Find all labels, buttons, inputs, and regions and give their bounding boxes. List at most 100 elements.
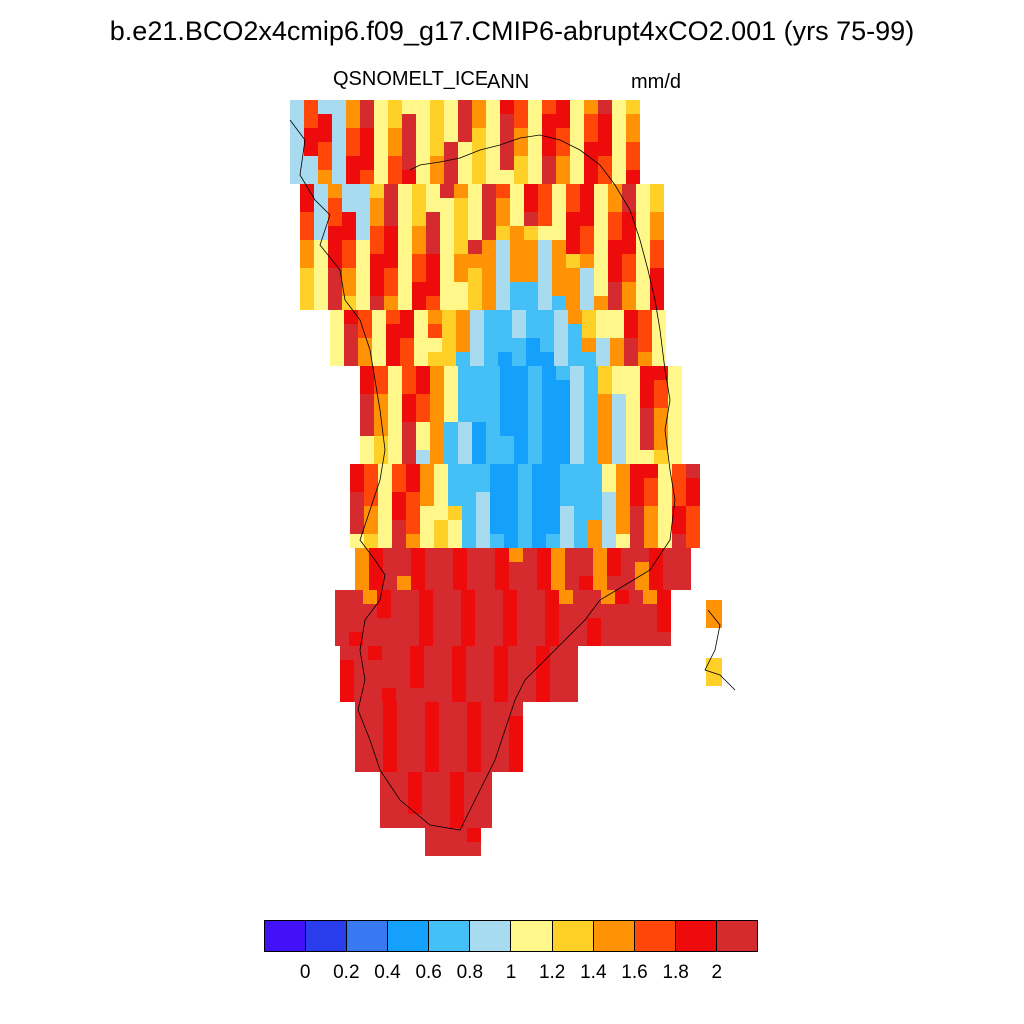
map-cell <box>598 114 612 128</box>
map-cell <box>369 576 383 590</box>
map-cell <box>654 436 668 450</box>
map-cell <box>420 464 434 478</box>
map-cell <box>587 590 601 604</box>
map-cell <box>568 324 582 338</box>
map-cell <box>626 128 640 142</box>
map-cell <box>290 100 304 114</box>
map-cell <box>626 114 640 128</box>
map-cell <box>370 184 384 198</box>
map-cell <box>510 198 524 212</box>
map-cell <box>378 520 392 534</box>
map-cell <box>335 618 349 632</box>
map-cell <box>594 240 608 254</box>
map-cell <box>596 338 610 352</box>
map-cell <box>588 506 602 520</box>
map-cell <box>476 506 490 520</box>
map-cell <box>654 450 668 464</box>
map-cell <box>518 464 532 478</box>
map-cell <box>405 618 419 632</box>
map-cell <box>405 604 419 618</box>
map-cell <box>668 436 682 450</box>
map-cell <box>580 268 594 282</box>
map-cell <box>528 436 542 450</box>
map-cell <box>559 590 573 604</box>
map-cell <box>370 212 384 226</box>
map-cell <box>358 338 372 352</box>
map-cell <box>420 492 434 506</box>
map-cell <box>518 520 532 534</box>
map-cell <box>514 450 528 464</box>
map-cell <box>467 702 481 716</box>
map-cell <box>356 226 370 240</box>
map-cell <box>467 730 481 744</box>
map-cell <box>663 562 677 576</box>
map-cell <box>464 814 478 828</box>
map-cell <box>468 212 482 226</box>
map-cell <box>290 114 304 128</box>
map-cell <box>616 492 630 506</box>
map-cell <box>542 128 556 142</box>
map-cell <box>552 254 566 268</box>
map-cell <box>430 436 444 450</box>
map-cell <box>354 674 368 688</box>
map-cell <box>602 534 616 548</box>
map-cell <box>626 394 640 408</box>
map-cell <box>439 702 453 716</box>
map-cell <box>382 660 396 674</box>
map-cell <box>472 128 486 142</box>
map-cell <box>522 674 536 688</box>
map-cell <box>523 548 537 562</box>
map-cell <box>430 142 444 156</box>
map-cell <box>574 534 588 548</box>
map-cell <box>318 142 332 156</box>
map-cell <box>300 296 314 310</box>
map-cell <box>629 632 643 646</box>
map-cell <box>350 520 364 534</box>
map-cell <box>594 198 608 212</box>
map-cell <box>635 562 649 576</box>
map-cell <box>650 184 664 198</box>
map-cell <box>388 114 402 128</box>
map-cell <box>565 562 579 576</box>
map-cell <box>588 464 602 478</box>
map-cell <box>584 408 598 422</box>
map-cell <box>420 478 434 492</box>
map-cell <box>430 422 444 436</box>
map-cell <box>640 436 654 450</box>
map-cell <box>470 324 484 338</box>
map-cell <box>349 618 363 632</box>
map-cell <box>342 268 356 282</box>
map-cell <box>358 310 372 324</box>
map-cell <box>458 422 472 436</box>
map-cell <box>556 408 570 422</box>
map-cell <box>467 828 481 842</box>
map-cell <box>495 548 509 562</box>
map-cell <box>448 464 462 478</box>
map-cell <box>318 156 332 170</box>
map-cell <box>360 394 374 408</box>
map-cell <box>552 226 566 240</box>
map-cell <box>570 422 584 436</box>
map-cell <box>550 688 564 702</box>
map-cell <box>550 674 564 688</box>
map-cells <box>290 100 722 856</box>
map-cell <box>304 114 318 128</box>
map-cell <box>355 576 369 590</box>
map-cell <box>419 618 433 632</box>
map-cell <box>434 478 448 492</box>
map-cell <box>400 338 414 352</box>
map-cell <box>612 366 626 380</box>
map-cell <box>452 646 466 660</box>
map-cell <box>560 478 574 492</box>
map-cell <box>458 394 472 408</box>
map-cell <box>349 604 363 618</box>
map-cell <box>570 450 584 464</box>
map-cell <box>518 492 532 506</box>
map-cell <box>536 674 550 688</box>
map-cell <box>510 254 524 268</box>
map-cell <box>512 338 526 352</box>
map-cell <box>439 744 453 758</box>
map-cell <box>346 128 360 142</box>
map-cell <box>453 702 467 716</box>
map-cell <box>356 198 370 212</box>
